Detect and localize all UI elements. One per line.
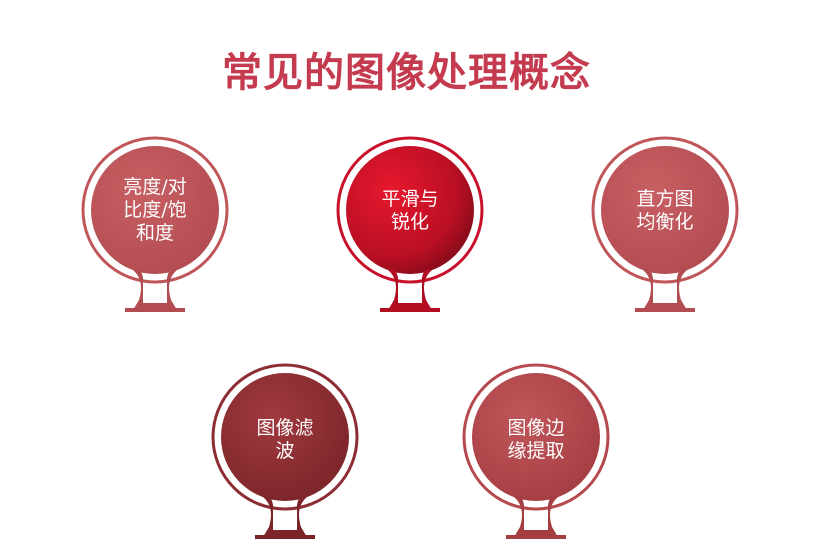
node-letter-d: D	[278, 508, 292, 528]
tree-shape-e	[462, 363, 610, 539]
node-label-a: 亮度/对 比度/饱 和度	[123, 176, 187, 244]
tree-shape-b	[336, 136, 484, 312]
concept-node-a: 亮度/对 比度/饱 和度 A	[75, 136, 235, 318]
node-letter-e: E	[530, 508, 542, 528]
node-label-c: 直方图 均衡化	[636, 188, 694, 233]
page-title: 常见的图像处理概念	[222, 50, 591, 96]
tree-shape-d	[211, 363, 359, 539]
node-label-b: 平滑与 锐化	[381, 188, 439, 233]
node-letter-b: B	[404, 281, 416, 301]
concept-node-d: 图像滤 波 D	[205, 363, 365, 545]
node-label-d: 图像滤 波	[256, 417, 314, 462]
tree-shape-c	[591, 136, 739, 312]
node-label-e: 图像边 缘提取	[507, 417, 565, 462]
tree-shape-a	[81, 136, 229, 312]
concept-node-b: 平滑与 锐化 B	[330, 136, 490, 318]
concept-node-c: 直方图 均衡化 C	[585, 136, 745, 318]
node-letter-c: C	[659, 281, 671, 301]
node-letter-a: A	[149, 281, 161, 301]
concept-node-e: 图像边 缘提取 E	[456, 363, 616, 545]
